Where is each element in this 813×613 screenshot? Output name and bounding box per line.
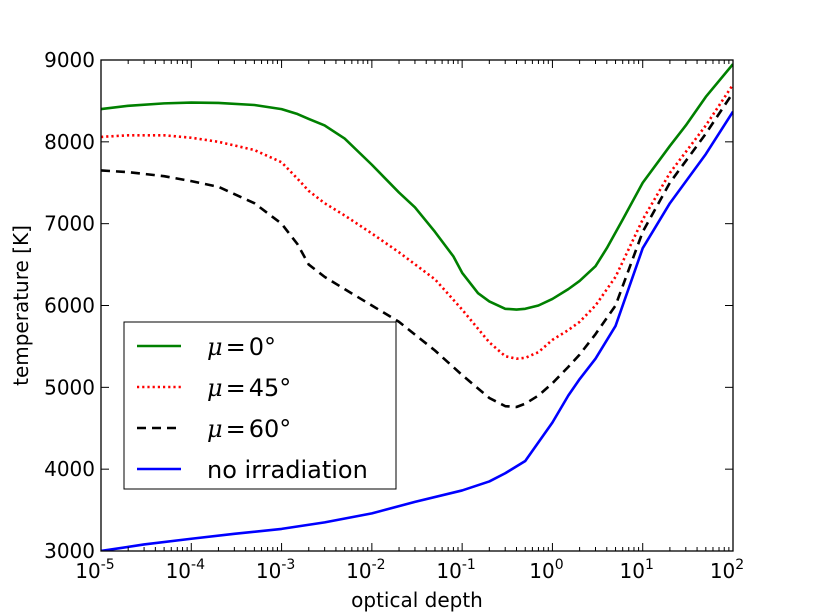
y-tick-label: 6000 (44, 294, 95, 318)
legend-label-3: μ = 60° (207, 415, 291, 443)
legend-label-1: μ = 0° (207, 333, 276, 361)
x-tick-label: 101 (620, 557, 654, 583)
x-tick-label: 10-4 (166, 557, 206, 583)
x-tick-label: 10-3 (256, 557, 295, 583)
x-tick-label: 10-1 (436, 557, 475, 583)
legend-label-4: no irradiation (207, 456, 368, 484)
x-tick-label: 10-2 (346, 557, 385, 583)
x-tick-label: 102 (710, 557, 744, 583)
series-line-2 (101, 83, 733, 360)
series-line-3 (101, 92, 733, 409)
y-tick-label: 4000 (44, 457, 95, 481)
legend-box (123, 321, 397, 490)
plot-frame (100, 59, 734, 552)
series-line-4 (101, 110, 733, 551)
x-axis-label: optical depth (351, 588, 483, 612)
legend-label-2: μ = 45° (207, 374, 291, 402)
y-tick-label: 9000 (44, 48, 95, 72)
y-tick-label: 7000 (44, 212, 95, 236)
series-line-1 (101, 63, 733, 311)
ticks-group: 10-5 10-4 10-3 10-2 10-1 100 101 102 3000 4000 500… (44, 48, 744, 583)
y-axis-label: temperature [K] (9, 225, 33, 386)
x-tick-label: 100 (529, 557, 563, 583)
y-tick-label: 3000 (44, 539, 95, 563)
y-tick-label: 5000 (44, 375, 95, 399)
series-group (101, 63, 733, 551)
legend: μ = 0° μ = 45° μ = 60° no irradiation (123, 321, 397, 490)
x-tick-label: 10-5 (75, 557, 114, 583)
y-tick-label: 8000 (44, 130, 95, 154)
